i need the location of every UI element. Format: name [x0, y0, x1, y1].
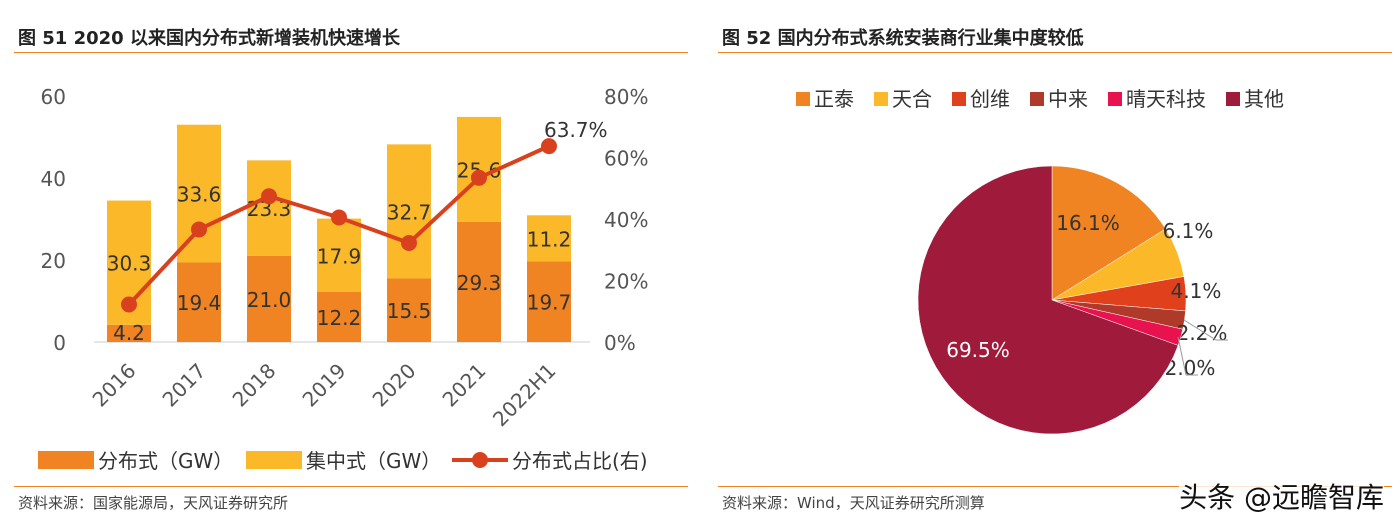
leader-line	[1183, 319, 1228, 341]
leader-line	[1177, 336, 1198, 376]
bar-centralized	[247, 160, 291, 256]
bar-label-distributed: 19.7	[527, 291, 572, 315]
bar-distributed	[457, 221, 501, 342]
line-point	[191, 221, 207, 238]
y2-tick: 60%	[604, 147, 648, 171]
bar-label-distributed: 4.2	[113, 321, 145, 345]
y-tick: 0	[53, 331, 66, 355]
x-tick: 2019	[298, 359, 351, 412]
x-tick: 2018	[228, 359, 281, 412]
pie-label: 69.5%	[946, 338, 1010, 362]
legend-label: 天合	[892, 87, 932, 111]
legend-label: 正泰	[814, 87, 854, 111]
pie-label: 4.1%	[1171, 279, 1222, 303]
legend-swatch	[1226, 92, 1240, 106]
legend-swatch	[796, 92, 810, 106]
legend-swatch-centralized	[246, 451, 302, 469]
legend-swatch	[1030, 92, 1044, 106]
line-point	[401, 234, 417, 251]
y2-tick: 80%	[604, 85, 648, 109]
line-label: 63.7%	[544, 118, 608, 142]
pie-label: 16.1%	[1056, 211, 1120, 235]
y2-tick: 40%	[604, 208, 648, 232]
right-chart-title: 图 52 国内分布式系统安装商行业集中度较低	[722, 28, 1084, 49]
line-point	[471, 169, 487, 186]
bar-distributed	[527, 261, 571, 342]
bar-label-distributed: 21.0	[247, 288, 292, 312]
y2-tick: 0%	[604, 331, 636, 355]
bar-label-centralized: 11.2	[527, 227, 572, 251]
x-tick: 2017	[158, 359, 211, 412]
title-rule	[718, 52, 1392, 53]
pie-label: 2.2%	[1177, 321, 1228, 345]
footer-rule	[718, 486, 1392, 487]
pie-label: 2.0%	[1165, 356, 1216, 380]
legend-label: 创维	[970, 87, 1010, 111]
pie-label: 6.1%	[1163, 219, 1214, 243]
legend-marker-share	[472, 452, 488, 468]
bar-label-centralized: 30.3	[107, 252, 152, 276]
legend-label: 晴天科技	[1126, 87, 1206, 111]
legend-swatch	[1108, 92, 1122, 106]
x-tick: 2020	[368, 359, 421, 412]
x-tick: 2016	[88, 359, 141, 412]
title-rule	[14, 52, 688, 53]
legend-swatch	[952, 92, 966, 106]
pie-slice	[917, 165, 1179, 435]
footer-rule	[14, 486, 688, 487]
y2-tick: 20%	[604, 270, 648, 294]
legend-label-share: 分布式占比(右)	[512, 449, 648, 473]
bar-distributed	[317, 291, 361, 342]
bar-label-centralized: 32.7	[387, 200, 432, 224]
line-point	[541, 138, 557, 155]
legend-label: 其他	[1244, 87, 1284, 111]
left-source: 资料来源：国家能源局，天风证券研究所	[18, 494, 289, 512]
bar-label-distributed: 29.3	[457, 271, 502, 295]
bar-label-distributed: 19.4	[177, 291, 222, 315]
watermark: 头条 @远瞻智库	[1179, 476, 1384, 516]
bar-centralized	[387, 144, 431, 279]
bar-centralized	[527, 215, 571, 262]
bar-distributed	[387, 278, 431, 342]
right-source: 资料来源：Wind，天风证券研究所测算	[722, 494, 985, 512]
bar-distributed	[177, 262, 221, 342]
x-tick: 2021	[438, 359, 491, 412]
line-point	[121, 296, 137, 313]
left-chart-title: 图 51 2020 以来国内分布式新增装机快速增长	[18, 28, 400, 49]
legend-label: 中来	[1048, 87, 1088, 111]
bar-centralized	[177, 124, 221, 263]
bar-label-distributed: 15.5	[387, 299, 432, 323]
bar-distributed	[247, 255, 291, 342]
line-point	[331, 209, 347, 226]
pie-slice	[1051, 165, 1166, 301]
bar-centralized	[317, 218, 361, 292]
bar-label-distributed: 12.2	[317, 306, 362, 330]
legend-label-centralized: 集中式（GW）	[306, 449, 441, 473]
x-tick: 2022H1	[488, 359, 561, 432]
y-tick: 60	[41, 85, 66, 109]
y-tick: 40	[41, 167, 66, 191]
line-point	[261, 188, 277, 205]
bar-label-centralized: 33.6	[177, 183, 222, 207]
y-tick: 20	[41, 249, 66, 273]
bar-label-centralized: 17.9	[317, 244, 362, 268]
bar-distributed	[107, 324, 151, 342]
legend-swatch	[874, 92, 888, 106]
legend-swatch-distributed	[38, 451, 94, 469]
legend-label-distributed: 分布式（GW）	[98, 449, 233, 473]
